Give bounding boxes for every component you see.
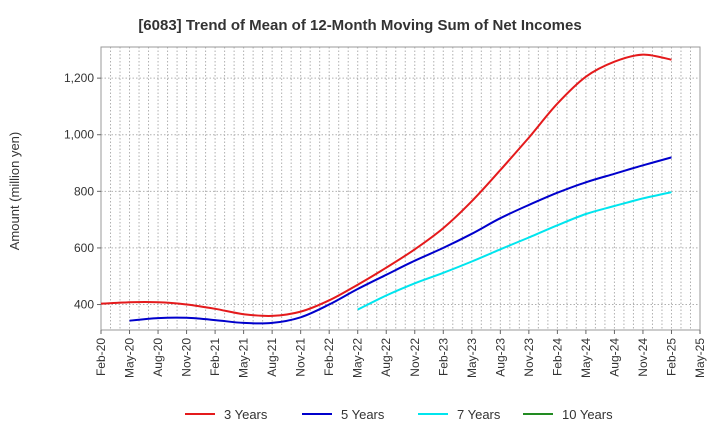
legend-item-7-years: 7 Years <box>418 407 501 422</box>
legend-item-3-years: 3 Years <box>185 407 268 422</box>
x-tick-label: May-23 <box>465 338 479 378</box>
x-tick-label: May-22 <box>351 338 365 378</box>
x-tick-label: Aug-24 <box>607 338 621 377</box>
plot-area <box>100 46 701 331</box>
x-tick-label: May-20 <box>123 338 137 378</box>
legend-item-5-years: 5 Years <box>302 407 385 422</box>
y-axis-ticks: 400 600 800 1,000 1,200 <box>64 71 101 312</box>
y-tick-label: 800 <box>74 184 94 198</box>
x-tick-label: Nov-22 <box>408 338 422 377</box>
x-tick-label: Nov-24 <box>636 338 650 377</box>
series-line-3-years <box>100 53 672 317</box>
x-tick-label: Nov-21 <box>294 338 308 377</box>
x-tick-label: Nov-20 <box>180 338 194 377</box>
x-tick-label: May-21 <box>237 338 251 378</box>
x-tick-label: Aug-22 <box>379 338 393 377</box>
series-line-7-years <box>357 191 672 311</box>
x-tick-label: May-24 <box>579 338 593 378</box>
x-tick-label: Aug-23 <box>493 338 507 377</box>
x-tick-label: Feb-21 <box>208 338 222 376</box>
x-tick-label: Feb-25 <box>664 338 678 376</box>
x-tick-label: Nov-23 <box>522 338 536 377</box>
x-tick-label: Feb-22 <box>322 338 336 376</box>
legend-label: 7 Years <box>457 407 501 422</box>
y-tick-label: 1,000 <box>64 128 94 142</box>
x-tick-label: Aug-21 <box>265 338 279 377</box>
y-tick-label: 1,200 <box>64 71 94 85</box>
legend-label: 5 Years <box>341 407 385 422</box>
x-tick-label: Feb-20 <box>94 338 108 376</box>
series-line-5-years <box>129 156 672 325</box>
x-tick-label: Aug-20 <box>151 338 165 377</box>
y-tick-label: 600 <box>74 241 94 255</box>
x-tick-label: Feb-23 <box>436 338 450 376</box>
series-lines <box>100 53 672 325</box>
grid <box>101 47 700 330</box>
chart-title: [6083] Trend of Mean of 12-Month Moving … <box>138 17 581 34</box>
legend-item-10-years: 10 Years <box>523 407 613 422</box>
y-tick-label: 400 <box>74 298 94 312</box>
x-tick-label: May-25 <box>693 338 707 378</box>
x-axis-ticks: Feb-20 May-20 Aug-20 Nov-20 Feb-21 May-21 Aug-… <box>94 330 707 378</box>
legend-label: 10 Years <box>562 407 613 422</box>
y-axis-label: Amount (million yen) <box>7 132 22 251</box>
x-tick-label: Feb-24 <box>550 338 564 376</box>
legend: 3 Years 5 Years 7 Years 10 Years <box>185 407 613 422</box>
legend-label: 3 Years <box>224 407 268 422</box>
